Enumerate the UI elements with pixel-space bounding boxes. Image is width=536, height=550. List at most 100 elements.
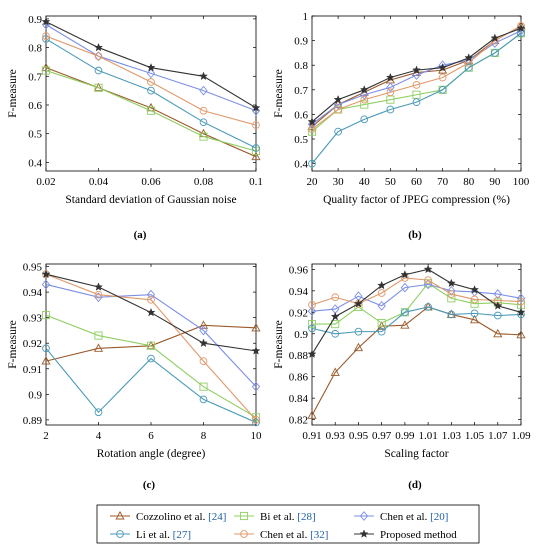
x-tick-label: 60 bbox=[411, 176, 423, 188]
data-point-chen20 bbox=[94, 292, 103, 303]
data-point-li bbox=[491, 49, 499, 57]
legend-label: Chen et al. [32] bbox=[260, 529, 328, 541]
data-point-proposed bbox=[385, 72, 395, 82]
data-point-chen32 bbox=[199, 106, 208, 115]
data-point-chen32 bbox=[147, 78, 155, 86]
data-point-proposed bbox=[41, 17, 51, 26]
data-point-li bbox=[199, 395, 208, 404]
data-point-chen20 bbox=[307, 306, 317, 317]
y-tick-label: 0.4 bbox=[294, 159, 308, 171]
data-point-chen20 bbox=[146, 289, 156, 300]
data-point-proposed bbox=[446, 278, 456, 288]
x-axis-label: Quality factor of JPEG compression (%) bbox=[323, 194, 510, 206]
data-point-cozzolino bbox=[353, 342, 364, 352]
data-point-proposed bbox=[377, 280, 387, 290]
data-point-li bbox=[412, 98, 421, 106]
x-axis-label: Rotation angle (degree) bbox=[97, 448, 206, 460]
data-point-cozzolino bbox=[516, 329, 526, 339]
data-point-proposed bbox=[493, 301, 503, 310]
data-point-chen20 bbox=[400, 282, 410, 293]
series-line-li bbox=[311, 32, 522, 164]
chart-panel-d: 0.820.840.860.880.90.920.940.960.91 0.93 0… bbox=[273, 263, 531, 491]
x-tick-label: 30 bbox=[333, 176, 345, 188]
data-point-proposed bbox=[41, 269, 51, 279]
data-point-proposed bbox=[490, 33, 500, 42]
y-tick-label: 0.9 bbox=[28, 14, 42, 26]
chart-panel-a: 0.4 0.5 0.6 0.7 0.8 0.9 0.02 0.04 0.06 0.08 0.1 Sta… bbox=[7, 14, 263, 241]
data-point-bi bbox=[199, 382, 208, 391]
legend-item-chen20: Chen et al. [20] bbox=[354, 511, 448, 523]
y-tick-label: 0.88 bbox=[289, 350, 309, 362]
data-point-li bbox=[377, 327, 386, 336]
series-chen20 bbox=[41, 19, 261, 116]
data-point-chen32 bbox=[252, 121, 260, 129]
data-point-li bbox=[470, 309, 479, 318]
data-point-proposed bbox=[353, 299, 363, 308]
plot-frame bbox=[45, 15, 257, 172]
y-tick-label: 0.8 bbox=[28, 43, 42, 55]
x-tick-label: 2 bbox=[43, 430, 49, 442]
data-point-proposed bbox=[199, 71, 208, 81]
data-point-bi bbox=[251, 413, 261, 422]
legend-item-bi: Bi et al. [28] bbox=[234, 511, 316, 523]
data-point-bi bbox=[470, 299, 479, 308]
data-point-chen32 bbox=[199, 357, 208, 365]
x-tick-label: 0.97 bbox=[372, 430, 392, 442]
y-tick-label: 0.5 bbox=[28, 129, 42, 141]
series-li bbox=[308, 29, 525, 168]
series-proposed bbox=[41, 17, 261, 112]
data-point-cozzolino bbox=[377, 321, 387, 330]
data-point-chen32 bbox=[308, 300, 316, 309]
data-point-cozzolino bbox=[469, 314, 480, 324]
plot-frame bbox=[311, 15, 522, 172]
legend-label: Cozzolino et al. [24] bbox=[136, 511, 226, 523]
series-chen20 bbox=[41, 279, 261, 392]
data-point-chen20 bbox=[386, 82, 395, 93]
data-point-chen20 bbox=[377, 300, 386, 311]
data-point-proposed bbox=[307, 117, 317, 126]
data-point-li bbox=[94, 66, 103, 75]
data-point-cozzolino bbox=[330, 367, 340, 376]
data-point-chen32 bbox=[360, 95, 369, 104]
data-point-bi bbox=[146, 341, 156, 350]
data-point-cozzolino bbox=[493, 328, 503, 338]
x-tick-label: 1.07 bbox=[488, 430, 508, 442]
data-point-proposed bbox=[307, 349, 317, 358]
data-point-li bbox=[308, 324, 316, 333]
x-tick-label: 1.03 bbox=[442, 430, 462, 442]
x-axis-label: Scaling factor bbox=[384, 448, 448, 460]
legend-marker bbox=[240, 530, 248, 538]
x-tick-label: 6 bbox=[148, 430, 154, 442]
x-tick-label: 0.93 bbox=[326, 430, 346, 442]
y-axis-label: F-measure bbox=[273, 69, 285, 118]
x-tick-label: 0.95 bbox=[349, 430, 369, 442]
series-proposed bbox=[307, 264, 526, 358]
x-tick-label: 20 bbox=[307, 176, 319, 188]
y-tick-label: 1 bbox=[303, 11, 309, 23]
series-li bbox=[308, 303, 525, 338]
data-point-proposed bbox=[333, 94, 343, 104]
x-tick-label: 0.06 bbox=[141, 176, 161, 188]
y-tick-label: 0.94 bbox=[23, 287, 43, 299]
data-point-proposed bbox=[146, 307, 156, 317]
series-line-chen32 bbox=[311, 277, 522, 306]
data-point-chen20 bbox=[447, 285, 456, 296]
data-point-proposed bbox=[330, 311, 340, 321]
series-li bbox=[42, 35, 260, 152]
legend: Cozzolino et al. [24] Bi et al. [28] Chen … bbox=[96, 504, 480, 544]
data-point-proposed bbox=[199, 338, 208, 348]
y-tick-label: 0.4 bbox=[28, 157, 42, 169]
data-point-chen20 bbox=[251, 105, 261, 116]
series-line-cozzolino bbox=[311, 25, 522, 128]
data-point-li bbox=[252, 144, 260, 152]
series-line-cozzolino bbox=[311, 306, 522, 416]
series-cozzolino bbox=[41, 320, 261, 365]
series-line-bi bbox=[312, 282, 522, 325]
legend-marker bbox=[359, 511, 369, 521]
legend-label: Bi et al. [28] bbox=[260, 511, 316, 523]
data-point-chen32 bbox=[470, 295, 479, 304]
data-point-li bbox=[401, 308, 409, 317]
x-tick-label: 10 bbox=[251, 430, 263, 442]
chart-panel-b: 0.4 0.5 0.6 0.7 0.8 0.9 1 20 30 40 50 60 70 80 90 100Qu… bbox=[273, 11, 530, 241]
x-tick-label: 1.01 bbox=[418, 430, 437, 442]
